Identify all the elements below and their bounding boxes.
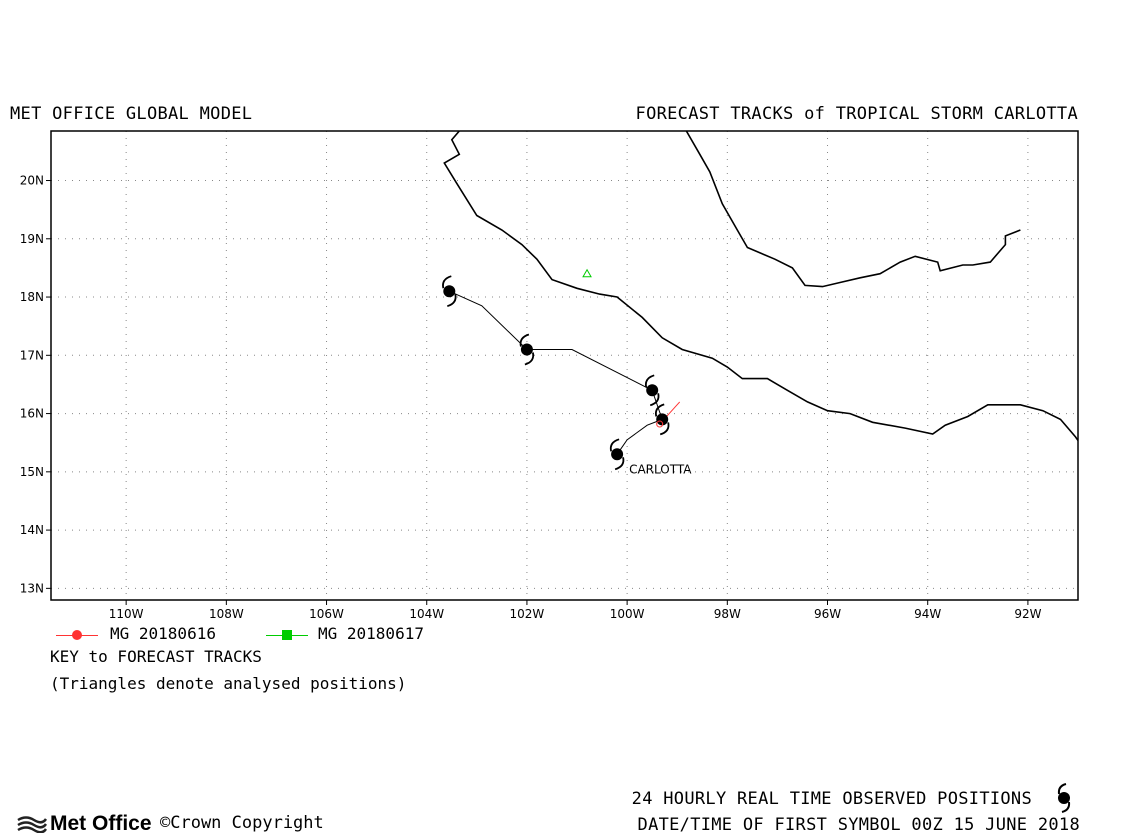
storm-arm-top xyxy=(644,374,655,388)
forecast-start-marker xyxy=(656,420,664,428)
storm-arm-bottom xyxy=(659,422,670,436)
tick-label-lon: 102W xyxy=(510,607,545,621)
tick-label-lon: 96W xyxy=(814,607,841,621)
legend-marker-circle xyxy=(72,630,82,640)
first-symbol-datetime: DATE/TIME OF FIRST SYMBOL 00Z 15 JUNE 20… xyxy=(637,815,1080,835)
tick-label-lat: 20N xyxy=(20,174,44,188)
tick-label-lat: 18N xyxy=(20,290,44,304)
storm-eye xyxy=(646,384,659,397)
tick-label-lat: 19N xyxy=(20,232,44,246)
map-frame xyxy=(50,130,1079,601)
axis-ticks: 110W 108W 106W 104W 102W 100W 98W 96W 94W 92W 13N 1… xyxy=(20,174,1042,621)
storm-eye xyxy=(520,343,533,356)
hurricane-symbol-icon xyxy=(654,403,670,436)
coastline-gulf xyxy=(685,131,1021,288)
storm-arm-bottom xyxy=(447,294,457,308)
observed-track-line xyxy=(449,290,663,455)
storm-arm-bottom xyxy=(649,393,660,407)
storm-arm-top xyxy=(519,333,530,347)
storm-arm-bottom xyxy=(614,457,625,471)
map-grid xyxy=(51,131,1078,600)
storm-name-label: CARLOTTA xyxy=(629,462,692,476)
tick-label-lon: 92W xyxy=(1014,607,1041,621)
tick-label-lon: 100W xyxy=(610,607,645,621)
storm-eye xyxy=(611,448,624,461)
tick-label-lon: 98W xyxy=(714,607,741,621)
tick-label-lat: 17N xyxy=(20,348,44,362)
analysed-position-triangle xyxy=(582,268,592,278)
tick-label-lon: 94W xyxy=(914,607,941,621)
legend-triangle-note: (Triangles denote analysed positions) xyxy=(50,674,407,693)
storm-eye xyxy=(656,413,669,426)
tick-label-lat: 16N xyxy=(20,407,44,421)
observed-positions-note: 24 HOURLY REAL TIME OBSERVED POSITIONS xyxy=(631,789,1032,809)
hurricane-symbol-icon xyxy=(519,333,535,366)
hurricane-symbol-icon xyxy=(644,374,660,407)
legend-marker-square xyxy=(282,630,292,640)
legend-label-1: MG 20180616 xyxy=(110,624,216,643)
tick-label-lon: 106W xyxy=(309,607,344,621)
storm-eye xyxy=(443,285,456,298)
map-title-left: MET OFFICE GLOBAL MODEL xyxy=(10,104,253,124)
hurricane-symbol-icon xyxy=(609,438,625,471)
storm-arm-top xyxy=(609,438,620,452)
legend-label-2: MG 20180617 xyxy=(318,624,424,643)
coastline xyxy=(443,131,1078,442)
met-office-logo-text: Met Office xyxy=(50,812,152,835)
coastline-pacific xyxy=(443,131,1078,442)
tick-label-lat: 15N xyxy=(20,465,44,479)
hurricane-symbol-icon xyxy=(1057,783,1071,813)
hurricane-symbol-icon xyxy=(442,275,457,308)
tick-label-lat: 14N xyxy=(20,523,44,537)
storm-arm-top xyxy=(654,403,665,417)
met-office-logo-icon xyxy=(17,816,48,833)
tick-label-lon: 110W xyxy=(109,607,144,621)
storm-tracks xyxy=(449,290,681,455)
copyright-text: ©Crown Copyright xyxy=(160,813,324,833)
storm-arm-top xyxy=(442,275,452,289)
tick-label-lon: 108W xyxy=(209,607,244,621)
legend-key-title: KEY to FORECAST TRACKS xyxy=(50,647,262,666)
tick-label-lat: 13N xyxy=(20,581,44,595)
tick-label-lon: 104W xyxy=(409,607,444,621)
map-title-right: FORECAST TRACKS of TROPICAL STORM CARLOT… xyxy=(635,104,1078,124)
storm-arm-bottom xyxy=(524,352,535,366)
storm-positions xyxy=(442,268,670,471)
